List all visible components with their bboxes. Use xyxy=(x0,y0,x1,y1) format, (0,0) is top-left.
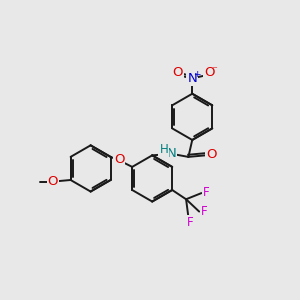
Text: O: O xyxy=(204,67,214,80)
Text: O: O xyxy=(206,148,217,161)
Text: N: N xyxy=(167,147,176,160)
Text: H: H xyxy=(159,143,168,156)
Text: F: F xyxy=(201,205,208,218)
Text: ⁻: ⁻ xyxy=(212,66,218,76)
Text: F: F xyxy=(187,216,193,229)
Text: O: O xyxy=(172,67,183,80)
Text: +: + xyxy=(193,70,201,79)
Text: N: N xyxy=(188,72,197,85)
Text: F: F xyxy=(203,186,209,199)
Text: O: O xyxy=(48,175,58,188)
Text: O: O xyxy=(114,153,124,166)
